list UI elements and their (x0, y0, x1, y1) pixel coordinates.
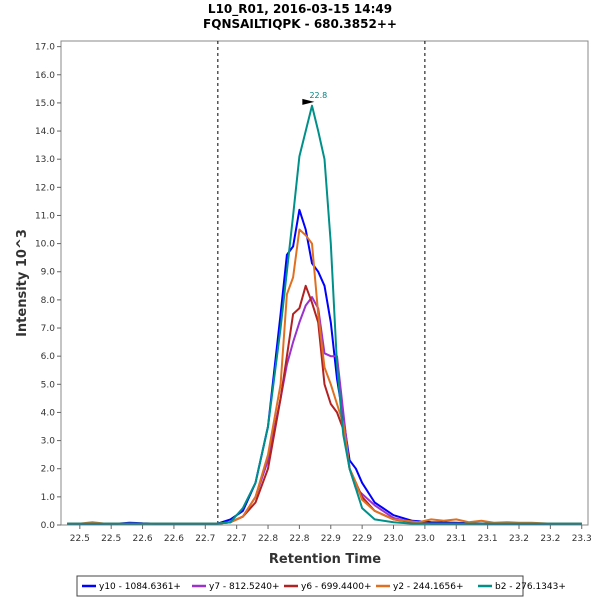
series-line (67, 104, 582, 525)
x-tick-label: 23.1 (446, 534, 466, 544)
x-tick-label: 22.9 (321, 534, 341, 544)
peak-annotation: 22.8 (302, 91, 327, 105)
x-tick-label: 23.2 (509, 534, 529, 544)
y-tick-label: 14.0 (35, 127, 55, 137)
chart-subtitle: FQNSAILTIQPK - 680.3852++ (203, 17, 397, 31)
y-tick-label: 9.0 (41, 268, 56, 278)
x-tick-label: 23.0 (383, 534, 403, 544)
peak-annotation-label: 22.8 (309, 91, 327, 100)
legend-label: y2 - 244.1656+ (393, 582, 464, 592)
y-tick-label: 17.0 (35, 43, 55, 53)
legend-label: y7 - 812.5240+ (209, 582, 280, 592)
legend: y10 - 1084.6361+ y7 - 812.5240+ y6 - 699.4… (76, 575, 566, 597)
x-tick-label: 22.6 (133, 534, 153, 544)
x-tick-label: 22.9 (352, 534, 372, 544)
x-tick-label: 22.5 (70, 534, 90, 544)
x-tick-label: 23.0 (415, 534, 435, 544)
chart-title: L10_R01, 2016-03-15 14:49 (208, 2, 392, 17)
y-tick-label: 6.0 (41, 352, 56, 362)
legend-label: b2 - 276.1343+ (495, 582, 566, 592)
y-tick-label: 5.0 (41, 380, 56, 390)
y-tick-label: 4.0 (41, 408, 56, 418)
x-tick-label: 22.8 (258, 534, 278, 544)
y-tick-label: 16.0 (35, 71, 55, 81)
x-axis: 22.5 22.5 22.6 22.6 22.7 22.7 22.8 22.8 22.9 22.9… (70, 525, 592, 544)
y-tick-label: 0.0 (41, 521, 56, 531)
y-tick-label: 7.0 (41, 324, 56, 334)
y-axis: 0.0 1.0 2.0 3.0 4.0 5.0 6.0 7.0 8.0 9.0 10.0 11.0 12… (35, 43, 61, 531)
y-tick-label: 10.0 (35, 240, 55, 250)
y-tick-label: 2.0 (41, 465, 56, 475)
y-tick-label: 1.0 (41, 493, 56, 503)
legend-label: y10 - 1084.6361+ (99, 582, 181, 592)
legend-label: y6 - 699.4400+ (301, 582, 372, 592)
x-tick-label: 22.5 (101, 534, 121, 544)
y-tick-label: 3.0 (41, 437, 56, 447)
y-tick-label: 12.0 (35, 183, 55, 193)
x-tick-label: 23.2 (540, 534, 560, 544)
series-lines (67, 104, 582, 525)
x-tick-label: 22.8 (289, 534, 309, 544)
y-tick-label: 13.0 (35, 155, 55, 165)
legend-box (76, 575, 524, 597)
peak-marker-icon (302, 98, 315, 105)
x-tick-label: 23.3 (572, 534, 592, 544)
x-tick-label: 22.6 (164, 534, 184, 544)
y-axis-label: Intensity 10^3 (15, 229, 30, 337)
x-tick-label: 23.1 (478, 534, 498, 544)
y-tick-label: 8.0 (41, 296, 56, 306)
y-tick-label: 11.0 (35, 211, 55, 221)
plot-area (60, 40, 589, 526)
x-tick-label: 22.7 (195, 534, 215, 544)
y-tick-label: 15.0 (35, 99, 55, 109)
x-tick-label: 22.7 (227, 534, 247, 544)
x-axis-label: Retention Time (269, 552, 381, 567)
integration-boundaries (217, 41, 426, 525)
